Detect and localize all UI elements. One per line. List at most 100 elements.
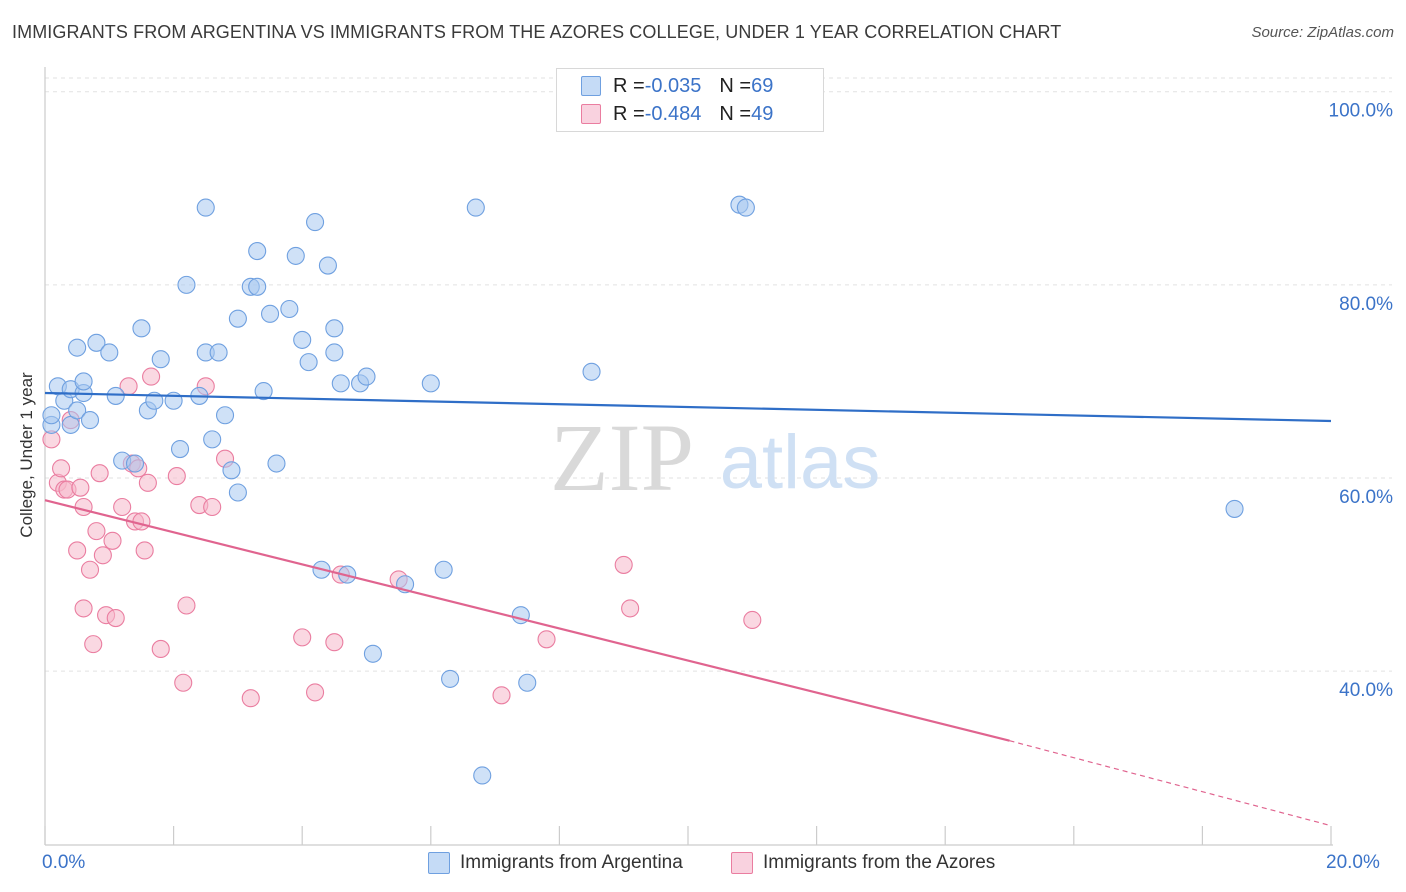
point-argentina xyxy=(106,386,125,405)
axes xyxy=(44,67,1333,846)
point-azores xyxy=(138,473,157,492)
bottom-legend-argentina: Immigrants from Argentina xyxy=(428,852,683,874)
point-azores xyxy=(177,596,196,615)
y-tick-label: 60.0% xyxy=(1339,487,1393,508)
point-argentina xyxy=(260,304,280,323)
point-azores xyxy=(84,635,103,654)
point-argentina xyxy=(299,353,318,372)
point-argentina xyxy=(325,319,344,338)
point-argentina xyxy=(473,766,492,785)
point-argentina xyxy=(518,673,537,692)
point-azores xyxy=(74,599,93,618)
chart-source: Source: ZipAtlas.com xyxy=(1251,24,1394,41)
point-argentina xyxy=(248,242,267,261)
point-argentina xyxy=(125,454,145,473)
point-argentina xyxy=(74,372,93,391)
trend-line-azores-extrapolated xyxy=(1009,740,1332,827)
legend-r-label: R = xyxy=(613,102,645,125)
point-argentina xyxy=(466,198,485,217)
point-argentina xyxy=(132,319,151,338)
legend-r-value: -0.035 xyxy=(644,74,702,97)
point-argentina xyxy=(363,644,382,663)
point-azores xyxy=(113,497,132,517)
point-argentina xyxy=(248,277,267,296)
point-argentina xyxy=(331,374,350,393)
point-argentina xyxy=(421,374,440,393)
point-argentina xyxy=(196,198,215,217)
grid-lines xyxy=(45,77,1392,672)
point-argentina xyxy=(203,430,222,449)
point-azores xyxy=(135,541,154,560)
point-argentina xyxy=(280,299,299,319)
point-argentina xyxy=(318,256,337,275)
point-azores xyxy=(241,689,260,708)
point-argentina xyxy=(293,330,312,349)
legend-row-argentina: R = -0.035 N = 69 xyxy=(557,72,773,100)
bottom-legend-label-argentina: Immigrants from Argentina xyxy=(460,852,683,873)
watermark-atlas: atlas xyxy=(720,420,881,505)
point-argentina xyxy=(267,454,286,473)
point-argentina xyxy=(170,439,190,459)
point-azores xyxy=(71,478,90,497)
y-tick-label: 100.0% xyxy=(1329,101,1394,122)
point-argentina xyxy=(209,343,228,362)
point-azores xyxy=(621,599,640,618)
legend-n-label: N = xyxy=(719,102,752,125)
point-azores xyxy=(142,367,161,386)
point-argentina xyxy=(306,213,325,232)
point-argentina xyxy=(215,406,235,425)
point-azores xyxy=(90,464,109,483)
point-azores xyxy=(132,512,151,531)
legend-n-label: N = xyxy=(719,74,752,97)
legend-swatch-argentina xyxy=(581,76,601,96)
legend-r-label: R = xyxy=(613,74,645,97)
point-argentina xyxy=(177,275,196,294)
legend-row-azores: R = -0.484 N = 49 xyxy=(557,100,773,128)
point-argentina xyxy=(325,343,344,362)
point-azores xyxy=(743,610,762,630)
legend-n-value: 69 xyxy=(751,74,774,97)
point-azores xyxy=(103,531,122,550)
point-argentina xyxy=(87,333,106,352)
point-argentina xyxy=(228,309,247,328)
point-azores xyxy=(492,686,511,705)
point-argentina xyxy=(254,382,273,401)
y-tick-label: 40.0% xyxy=(1339,680,1393,701)
point-azores xyxy=(537,630,556,649)
point-azores xyxy=(93,546,112,565)
point-azores xyxy=(203,497,222,517)
point-azores xyxy=(87,522,106,541)
point-argentina xyxy=(357,367,376,386)
point-argentina xyxy=(1225,499,1244,518)
x-tick-label-max: 20.0% xyxy=(1326,852,1380,873)
point-argentina xyxy=(582,362,601,381)
point-argentina xyxy=(441,669,460,688)
point-azores xyxy=(68,541,87,560)
point-azores xyxy=(293,628,312,647)
point-argentina xyxy=(68,338,87,357)
point-azores xyxy=(614,555,633,574)
point-argentina xyxy=(434,560,453,579)
bottom-legend-azores: Immigrants from the Azores xyxy=(731,852,995,874)
y-tick-label: 80.0% xyxy=(1339,294,1393,315)
point-azores xyxy=(106,608,125,628)
trend-lines xyxy=(44,391,1332,827)
point-argentina xyxy=(151,350,170,369)
point-argentina xyxy=(286,246,305,265)
series-argentina-points xyxy=(42,195,1244,785)
correlation-legend: R = -0.035 N = 69 R = -0.484 N = 49 xyxy=(556,68,824,132)
point-azores xyxy=(80,560,100,579)
trend-line-argentina xyxy=(44,391,1332,423)
point-argentina xyxy=(80,411,100,430)
point-azores xyxy=(74,497,93,517)
point-argentina xyxy=(100,343,119,362)
point-argentina xyxy=(42,406,61,425)
point-azores xyxy=(306,683,325,702)
x-tick-label-min: 0.0% xyxy=(42,852,86,873)
watermark-zip: ZIP xyxy=(550,404,694,511)
point-argentina xyxy=(228,483,247,502)
bottom-legend-swatch-argentina xyxy=(428,852,450,874)
point-azores xyxy=(167,467,186,486)
point-azores xyxy=(151,639,170,659)
